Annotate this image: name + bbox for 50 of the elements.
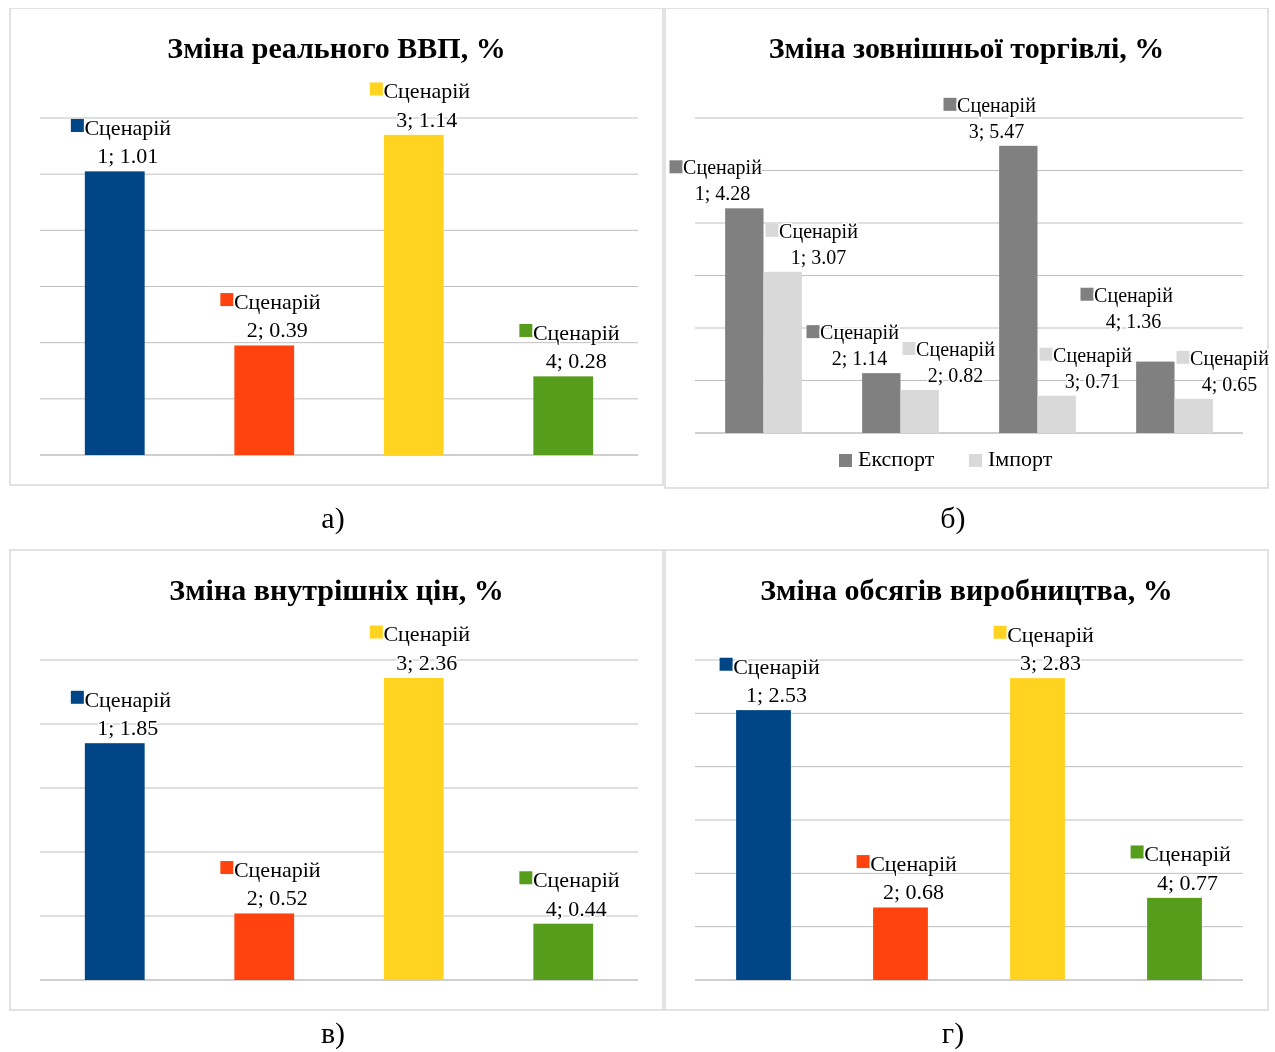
- data-label: Сценарій 4; 0.65: [1190, 346, 1270, 395]
- bar: [383, 134, 444, 455]
- bar: [234, 345, 295, 455]
- text: г): [941, 1016, 965, 1050]
- text: а): [321, 501, 345, 535]
- text: б): [940, 501, 966, 535]
- data-label: Сценарій 4; 0.77: [1144, 841, 1232, 895]
- data-label: Сценарій 1; 1.85: [84, 686, 172, 741]
- data-label: Сценарій 2; 1.14: [820, 321, 900, 370]
- text: в): [320, 1016, 346, 1050]
- bar: [873, 907, 928, 980]
- legend-label: Імпорт: [988, 446, 1053, 471]
- bar: [862, 373, 901, 433]
- data-label: Сценарій 1; 3.07: [779, 219, 859, 268]
- data-label: Сценарій 4; 1.36: [1094, 283, 1174, 332]
- data-label: Сценарій 2; 0.52: [233, 856, 321, 911]
- bar: [1174, 398, 1213, 433]
- data-label: Сценарій 3; 2.36: [383, 621, 471, 675]
- bar: [725, 208, 764, 433]
- data-label: Сценарій 2; 0.68: [870, 850, 958, 905]
- bar: [1136, 361, 1175, 433]
- bar: [84, 743, 145, 980]
- chart-title: Зміна обсягів виробництва, %: [760, 573, 1173, 606]
- bar: [1147, 897, 1202, 980]
- data-label: Сценарій 1; 4.28: [683, 156, 763, 205]
- chart-title: Зміна зовнішньої торгівлі, %: [768, 31, 1165, 64]
- bar: [84, 171, 145, 455]
- legend-label: Експорт: [858, 446, 935, 471]
- bar: [234, 913, 295, 980]
- data-label: Сценарій 3; 2.83: [1007, 621, 1095, 676]
- bar: [763, 271, 802, 433]
- bar: [533, 923, 594, 980]
- bar: [1010, 678, 1065, 980]
- data-label: Сценарій 1; 1.01: [84, 114, 172, 169]
- data-label: Сценарій 4; 0.44: [532, 867, 620, 921]
- bar: [900, 389, 939, 433]
- bar: [736, 710, 791, 980]
- data-label: Сценарій 4; 0.28: [532, 319, 620, 374]
- bar: [999, 145, 1038, 433]
- bar: [533, 376, 594, 455]
- chart-title: Зміна внутрішніх цін, %: [169, 573, 504, 606]
- data-label: Сценарій 3; 0.71: [1053, 343, 1133, 392]
- bar: [383, 677, 444, 980]
- data-label: Сценарій 2; 0.82: [916, 337, 996, 386]
- chart-title: Зміна реального ВВП, %: [167, 31, 506, 64]
- data-label: Сценарій 2; 0.39: [233, 288, 321, 343]
- bar: [1037, 395, 1076, 433]
- data-label: Сценарій 1; 2.53: [733, 653, 821, 708]
- data-label: Сценарій 3; 1.14: [383, 78, 471, 132]
- data-label: Сценарій 3; 5.47: [957, 93, 1037, 142]
